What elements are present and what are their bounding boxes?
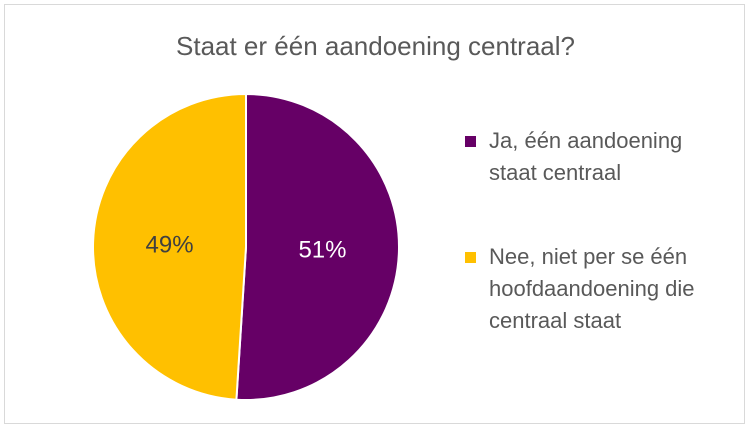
legend-label-nee-line3: centraal staat xyxy=(489,308,622,333)
chart-area: Staat er één aandoening centraal? 51% 49%… xyxy=(4,4,745,424)
legend-label-ja-line2: staat centraal xyxy=(489,160,622,185)
legend-label-nee-line2: hoofdaandoening die xyxy=(489,276,695,301)
legend: Ja, één aandoening staat centraal Nee, n… xyxy=(463,125,743,337)
pie-slice-label-1: 49% xyxy=(146,232,194,259)
legend-item-ja: Ja, één aandoening staat centraal xyxy=(463,125,743,189)
pie-slice-0 xyxy=(235,92,400,401)
pie-slice-label-0: 51% xyxy=(298,236,346,263)
pie-chart: 51% 49% xyxy=(92,92,400,401)
legend-item-nee: Nee, niet per se één hoofdaandoening die… xyxy=(463,241,743,337)
legend-label-nee-line1: Nee, niet per se één xyxy=(489,244,688,269)
legend-swatch-nee xyxy=(465,252,476,263)
legend-swatch-ja xyxy=(465,136,476,147)
chart-title: Staat er één aandoening centraal? xyxy=(176,31,575,61)
legend-label-ja-line1: Ja, één aandoening xyxy=(489,128,683,153)
pie-slice-1 xyxy=(92,92,247,401)
